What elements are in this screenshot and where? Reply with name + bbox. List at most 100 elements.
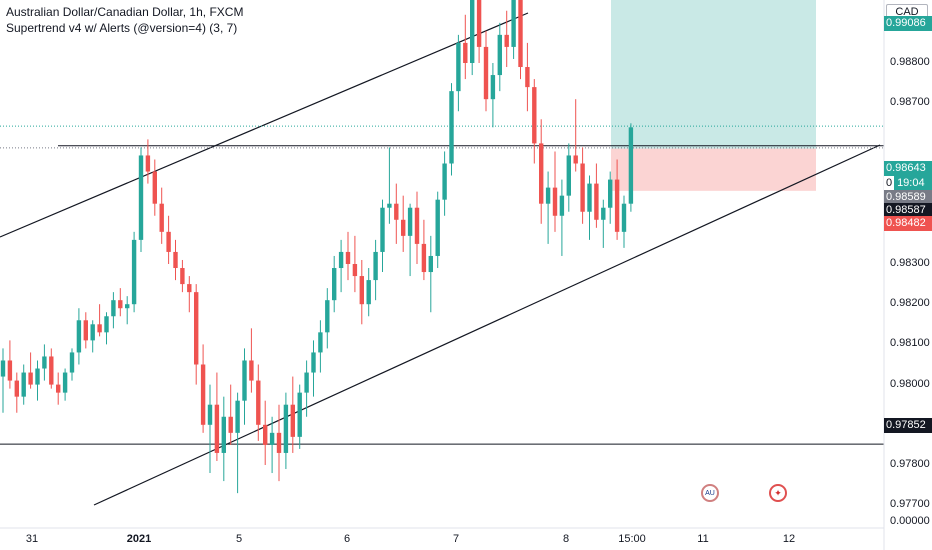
candle-body[interactable] [621,203,627,232]
candle-body[interactable] [214,404,220,453]
stop-loss-zone[interactable] [611,148,816,191]
candle-body[interactable] [614,179,620,232]
candle-body[interactable] [131,239,137,305]
candle-body[interactable] [221,416,226,453]
candle-body[interactable] [573,155,578,164]
candle-body[interactable] [187,284,192,293]
candle-body[interactable] [490,75,496,100]
candle-body[interactable] [545,187,551,204]
candle-body[interactable] [35,368,40,385]
candle-body[interactable] [159,203,164,232]
candle-body[interactable] [435,199,440,256]
candle-body[interactable] [235,400,240,433]
candle-body[interactable] [483,46,489,100]
candle-body[interactable] [532,87,537,144]
candle-body[interactable] [56,384,61,393]
candle-body[interactable] [256,380,261,425]
candle-body[interactable] [525,67,530,88]
candle-body[interactable] [387,203,392,208]
candle-body[interactable] [62,372,68,393]
candle-body[interactable] [263,424,268,445]
candle-body[interactable] [366,280,371,305]
candle-body[interactable] [207,404,213,425]
candle-body[interactable] [401,219,406,236]
candle-body[interactable] [359,276,364,305]
candle-body[interactable] [90,324,95,341]
candle-body[interactable] [49,356,54,385]
indicator-label[interactable]: Supertrend v4 w/ Alerts (@version=4) (3,… [6,21,238,35]
candle-body[interactable] [345,251,351,264]
candle-body[interactable] [407,207,413,236]
candle-body[interactable] [180,268,185,285]
candle-body[interactable] [463,42,468,63]
symbol-title[interactable]: Australian Dollar/Canadian Dollar, 1h, F… [6,5,244,19]
candle-body[interactable] [97,324,102,333]
candle-body[interactable] [380,207,385,252]
candle-body[interactable] [14,380,19,397]
candle-body[interactable] [242,360,247,401]
candle-body[interactable] [83,320,88,341]
candle-body[interactable] [69,352,75,373]
candle-body[interactable] [111,300,116,317]
candle-body[interactable] [580,163,585,212]
candle-body[interactable] [421,243,427,273]
candle-body[interactable] [449,91,454,164]
candle-body[interactable] [587,183,592,212]
candle-body[interactable] [601,207,606,220]
lower-channel-line[interactable] [93,144,881,506]
candle-body[interactable] [373,251,378,281]
candle-body[interactable] [497,34,502,76]
candle-body[interactable] [608,179,613,208]
candle-body[interactable] [428,255,433,273]
candle-body[interactable] [118,300,123,309]
candle-body[interactable] [518,0,523,68]
candle-body[interactable] [297,392,302,437]
candle-body[interactable] [456,42,461,92]
candle-body[interactable] [414,207,420,244]
candle-body[interactable] [166,231,171,252]
candle-body[interactable] [338,251,344,269]
candle-body[interactable] [566,155,571,196]
candle-body[interactable] [283,404,289,453]
candle-body[interactable] [325,300,330,333]
candle-body[interactable] [504,34,509,47]
candle-body[interactable] [628,127,634,204]
au-flag-icon[interactable]: AU [701,484,719,502]
upper-channel-line[interactable] [0,12,529,238]
candle-body[interactable] [559,195,565,216]
candle-body[interactable] [152,171,157,204]
candle-body[interactable] [304,372,309,393]
ca-flag-icon[interactable]: ✦ [769,484,787,502]
candle-body[interactable] [200,364,206,425]
candle-body[interactable] [594,183,599,220]
candle-body[interactable] [249,360,254,381]
candle-body[interactable] [76,320,82,353]
candle-body[interactable] [21,372,26,397]
candle-body[interactable] [539,143,544,204]
candle-body[interactable] [194,292,199,365]
candle-body[interactable] [394,203,399,220]
candle-body[interactable] [552,187,558,216]
candle-body[interactable] [138,155,144,240]
candle-body[interactable] [290,404,295,437]
candle-body[interactable] [0,360,6,377]
candle-body[interactable] [276,432,282,453]
candle-body[interactable] [311,352,316,373]
candle-body[interactable] [104,316,109,333]
candle-body[interactable] [7,360,13,381]
candle-body[interactable] [228,416,233,433]
candle-body[interactable] [125,304,130,309]
candle-body[interactable] [352,264,358,277]
candle-body[interactable] [470,0,475,63]
candle-body[interactable] [28,372,33,385]
candle-body[interactable] [269,432,275,445]
candle-body[interactable] [173,251,178,269]
candle-body[interactable] [318,332,323,353]
candle-body[interactable] [511,0,516,47]
candle-body[interactable] [332,268,337,301]
candle-body[interactable] [442,163,447,200]
candle-body[interactable] [42,356,47,369]
take-profit-zone[interactable] [611,0,816,149]
candle-body[interactable] [476,0,482,47]
